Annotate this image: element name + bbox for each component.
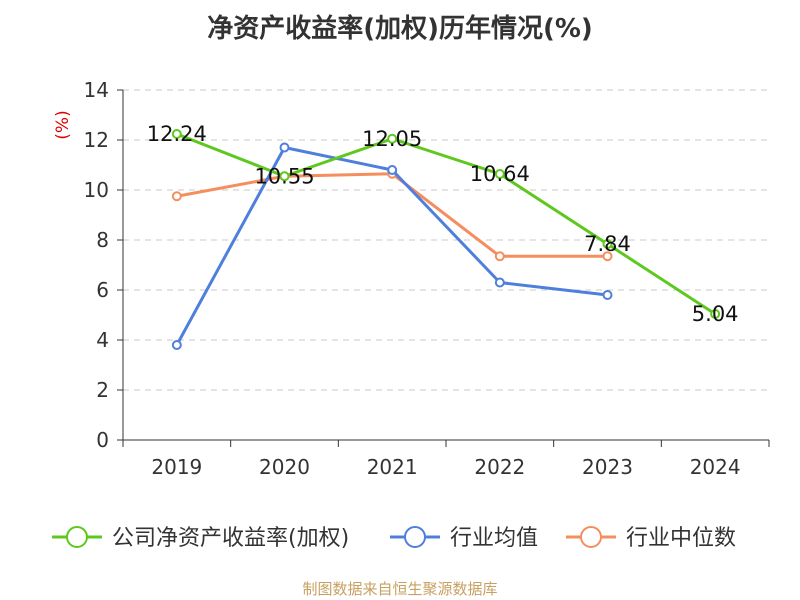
legend-marker-icon	[404, 526, 426, 548]
y-tick-label: 6	[96, 278, 109, 302]
data-point	[387, 133, 398, 144]
data-point	[279, 142, 290, 153]
legend-item: 公司净资产收益率(加权)	[52, 526, 349, 551]
legend-item: 行业均值	[390, 526, 538, 551]
data-point	[710, 309, 721, 319]
x-tick-label: 2023	[582, 455, 633, 479]
data-point	[602, 251, 613, 262]
y-tick-label: 4	[96, 328, 109, 352]
data-point	[171, 340, 182, 350]
y-tick-label: 0	[96, 428, 109, 452]
y-tick-label: 14	[84, 78, 109, 102]
data-label: 5.04	[692, 302, 739, 326]
x-tick-label: 2019	[151, 455, 202, 479]
legend-marker-icon	[580, 526, 602, 548]
y-tick-label: 2	[96, 378, 109, 402]
data-point	[494, 169, 505, 179]
data-label: 10.64	[470, 162, 530, 186]
data-point	[171, 191, 182, 202]
data-label: 7.84	[584, 232, 631, 256]
data-label: 12.24	[147, 122, 207, 146]
legend: 公司净资产收益率(加权) 行业均值 行业中位数	[52, 526, 736, 551]
series-lines	[171, 129, 721, 350]
data-point	[279, 171, 290, 182]
y-tick-label: 12	[84, 128, 109, 152]
series-line	[176, 172, 608, 258]
data-label: 12.05	[362, 127, 422, 151]
x-tick-label: 2022	[474, 455, 525, 479]
legend-label: 行业中位数	[626, 526, 736, 551]
data-point	[171, 129, 182, 139]
axes: 0 2 4 6 8 10 12 14 (%) 2019 2020 2021 2022 2023 2024	[53, 78, 770, 479]
series-line	[176, 132, 716, 316]
data-labels: 12.24 10.55 12.05 10.64 7.84 5.04	[147, 122, 739, 326]
data-point	[602, 290, 613, 300]
x-tick-label: 2020	[259, 455, 310, 479]
data-point	[494, 277, 505, 288]
chart-title: 净资产收益率(加权)历年情况(%)	[207, 14, 593, 44]
y-axis-label: (%)	[53, 110, 73, 139]
legend-item: 行业中位数	[566, 526, 736, 551]
data-point	[602, 239, 613, 249]
data-point	[494, 251, 505, 262]
x-tick-label: 2021	[367, 455, 418, 479]
grid-lines	[123, 89, 769, 391]
legend-label: 行业均值	[450, 526, 538, 551]
y-tick-label: 8	[96, 228, 109, 252]
y-tick-label: 10	[84, 178, 109, 202]
legend-marker-icon	[66, 526, 88, 548]
x-tick-label: 2024	[690, 455, 741, 479]
source-note: 制图数据来自恒生聚源数据库	[302, 580, 498, 598]
data-label: 10.55	[254, 164, 314, 188]
data-point	[387, 165, 398, 175]
legend-label: 公司净资产收益率(加权)	[112, 526, 349, 551]
